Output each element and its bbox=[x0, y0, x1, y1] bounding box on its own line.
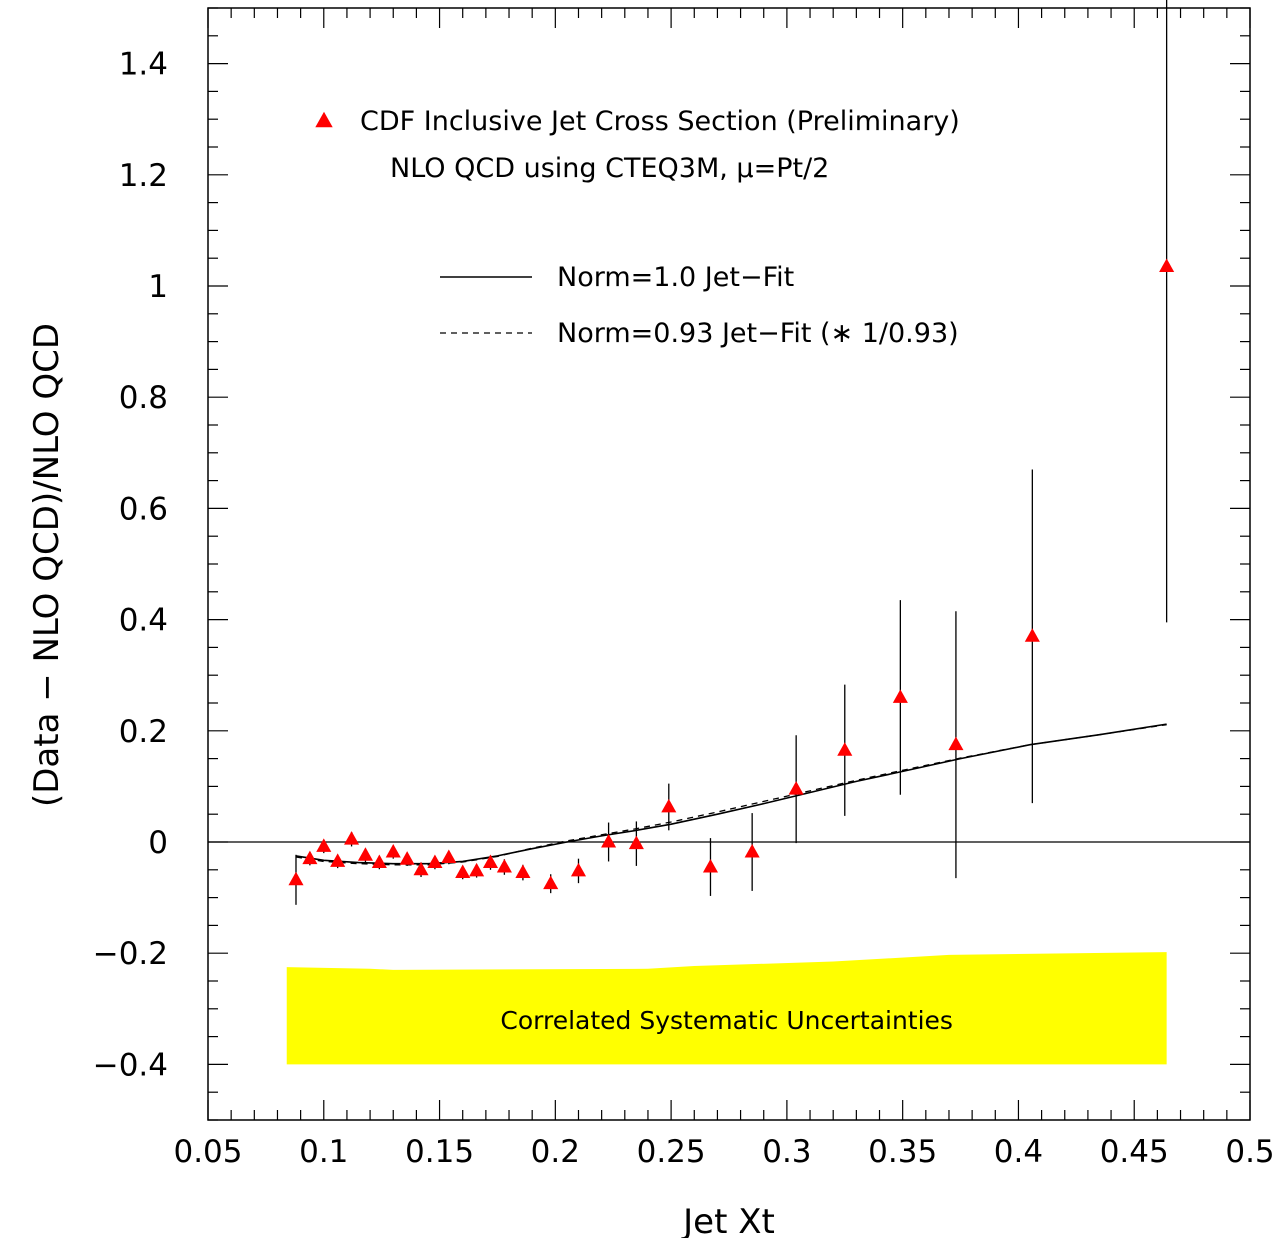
x-tick-label: 0.5 bbox=[1225, 1134, 1274, 1170]
x-tick-label: 0.2 bbox=[531, 1134, 580, 1170]
legend-triangle-marker bbox=[315, 111, 333, 128]
data-point bbox=[788, 781, 804, 795]
y-tick-label: −0.4 bbox=[93, 1047, 168, 1083]
legend-dashed-label: Norm=0.93 Jet−Fit (∗ 1/0.93) bbox=[557, 318, 959, 349]
x-tick-label: 0.3 bbox=[762, 1134, 811, 1170]
legend-subtitle: NLO QCD using CTEQ3M, μ=Pt/2 bbox=[390, 153, 829, 184]
data-point bbox=[288, 871, 304, 886]
fit-curves bbox=[295, 723, 1167, 866]
y-axis-title: (Data − NLO QCD)/NLO QCD bbox=[27, 323, 67, 807]
fit-curve-norm-0-93 bbox=[295, 724, 1167, 866]
x-tick-label: 0.25 bbox=[637, 1134, 706, 1170]
data-point bbox=[344, 831, 360, 845]
band-label: Correlated Systematic Uncertainties bbox=[500, 1006, 953, 1035]
data-point bbox=[330, 853, 346, 867]
x-tick-label: 0.1 bbox=[299, 1134, 348, 1170]
data-point bbox=[744, 843, 760, 858]
x-tick-label: 0.15 bbox=[405, 1134, 474, 1170]
data-point bbox=[302, 850, 318, 865]
data-point bbox=[515, 864, 531, 879]
data-point bbox=[385, 843, 401, 858]
y-tick-label: 1.4 bbox=[119, 47, 168, 83]
data-point bbox=[892, 689, 908, 703]
y-tick-label: 0.2 bbox=[119, 714, 168, 750]
y-tick-label: 0.8 bbox=[119, 380, 168, 416]
data-point bbox=[469, 862, 485, 877]
x-tick-label: 0.35 bbox=[868, 1134, 937, 1170]
systematic-band-area bbox=[286, 952, 1167, 1065]
legend-data-label: CDF Inclusive Jet Cross Section (Prelimi… bbox=[360, 106, 960, 137]
data-point bbox=[357, 847, 373, 861]
x-axis: 0.05 0.1 0.15 0.2 0.25 0.3 0.35 0.4 0.45 0.5 bbox=[173, 8, 1275, 1170]
y-tick-label: 0 bbox=[148, 825, 168, 861]
data-points bbox=[288, 0, 1175, 905]
y-tick-label: −0.2 bbox=[93, 936, 168, 972]
data-point bbox=[948, 736, 964, 751]
x-axis-title: Jet Xt bbox=[681, 1202, 775, 1238]
x-tick-label: 0.05 bbox=[173, 1134, 242, 1170]
data-point bbox=[496, 858, 512, 873]
data-point bbox=[837, 742, 853, 756]
data-point bbox=[455, 864, 471, 879]
data-point bbox=[427, 854, 443, 869]
x-tick-label: 0.4 bbox=[994, 1134, 1043, 1170]
data-point bbox=[601, 833, 617, 848]
data-point bbox=[702, 858, 719, 873]
legend: CDF Inclusive Jet Cross Section (Prelimi… bbox=[315, 106, 960, 349]
y-tick-label: 0.4 bbox=[119, 603, 168, 639]
data-point bbox=[1159, 258, 1175, 272]
data-point bbox=[628, 835, 644, 850]
fit-curve-norm-1-0 bbox=[295, 723, 1167, 865]
data-point bbox=[661, 798, 677, 813]
data-point bbox=[413, 861, 429, 876]
data-point bbox=[371, 854, 387, 869]
y-tick-label: 1.2 bbox=[119, 158, 168, 194]
y-tick-label: 1 bbox=[148, 269, 168, 305]
x-tick-label: 0.45 bbox=[1100, 1134, 1169, 1170]
data-point bbox=[441, 849, 457, 864]
systematic-band bbox=[286, 952, 1167, 1065]
data-point bbox=[543, 875, 559, 890]
data-point bbox=[399, 851, 415, 865]
data-point bbox=[570, 862, 587, 877]
y-axis: −0.4 −0.2 0 0.2 0.4 0.6 0.8 1 1.2 1.4 bbox=[93, 7, 1250, 1121]
data-point bbox=[316, 838, 332, 852]
legend-solid-label: Norm=1.0 Jet−Fit bbox=[557, 262, 794, 293]
data-point bbox=[482, 854, 499, 869]
data-point bbox=[1024, 628, 1040, 642]
y-tick-label: 0.6 bbox=[119, 491, 168, 527]
